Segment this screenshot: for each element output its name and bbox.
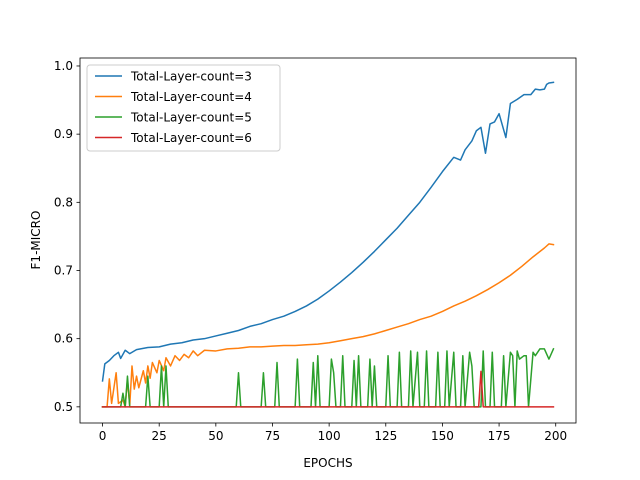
legend-label-4: Total-Layer-count=6 bbox=[130, 131, 252, 145]
x-axis-title: EPOCHS bbox=[303, 456, 352, 470]
y-tick-label: 0.5 bbox=[54, 400, 73, 414]
axes-frame bbox=[79, 57, 577, 424]
y-tick-label: 0.8 bbox=[54, 195, 73, 209]
legend-label-3: Total-Layer-count=5 bbox=[130, 111, 252, 125]
x-tick-label: 175 bbox=[488, 429, 511, 443]
x-tick-label: 0 bbox=[99, 429, 107, 443]
legend-frame bbox=[86, 64, 281, 152]
series-line-4 bbox=[101, 370, 555, 408]
x-tick-label: 150 bbox=[431, 429, 454, 443]
x-tick-label: 50 bbox=[208, 429, 223, 443]
y-axis-title: F1-MICRO bbox=[29, 211, 43, 270]
x-tick-label: 75 bbox=[265, 429, 280, 443]
legend: Total-Layer-count=3 Total-Layer-count=4 To… bbox=[86, 64, 281, 152]
series-line-1 bbox=[101, 81, 555, 382]
y-tick-label: 0.7 bbox=[54, 263, 73, 277]
x-tick-label: 25 bbox=[152, 429, 167, 443]
x-tick-label: 125 bbox=[374, 429, 397, 443]
legend-label-2: Total-Layer-count=4 bbox=[130, 90, 252, 104]
legend-label-1: Total-Layer-count=3 bbox=[130, 70, 252, 84]
x-tick-label: 100 bbox=[318, 429, 341, 443]
axes-layer: 0 25 50 75 100 125 150 175 200 0.5 0.6 0.7 0.8 0.9 1.0 bbox=[54, 57, 577, 443]
series-layer bbox=[101, 81, 555, 408]
y-tick-label: 1.0 bbox=[54, 59, 73, 73]
series-line-2 bbox=[101, 243, 555, 408]
y-tick-label: 0.6 bbox=[54, 332, 73, 346]
x-tick-label: 200 bbox=[544, 429, 567, 443]
y-tick-label: 0.9 bbox=[54, 127, 73, 141]
